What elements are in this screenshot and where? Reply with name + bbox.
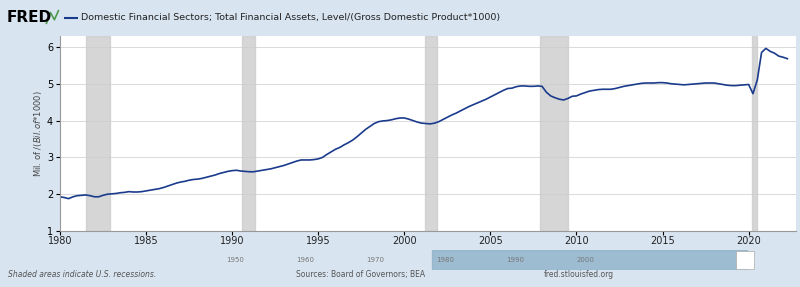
Text: 1950: 1950 [226,257,244,263]
Text: 1990: 1990 [506,257,525,263]
Text: 2020: 2020 [736,236,761,246]
Text: 2005: 2005 [478,236,502,246]
Text: 1980: 1980 [437,257,454,263]
Text: 2015: 2015 [650,236,675,246]
Text: 1970: 1970 [366,257,385,263]
Bar [752,36,758,231]
Text: fred.stlouisfed.org: fred.stlouisfed.org [544,269,614,279]
Text: Domestic Financial Sectors; Total Financial Assets, Level/(Gross Domestic Produc: Domestic Financial Sectors; Total Financ… [81,13,500,22]
Bar [431,250,747,270]
Text: 1990: 1990 [220,236,245,246]
Text: 2010: 2010 [564,236,589,246]
Bar [540,36,568,231]
Text: 1995: 1995 [306,236,330,246]
Text: 2000: 2000 [577,257,594,263]
Text: 1980: 1980 [48,236,72,246]
Bar [737,251,754,269]
Y-axis label: Mil. of $/(Bil. of $*1000): Mil. of $/(Bil. of $*1000) [32,90,44,177]
Bar [425,36,437,231]
Text: 2000: 2000 [392,236,417,246]
Bar [242,36,254,231]
Text: Sources: Board of Governors; BEA: Sources: Board of Governors; BEA [296,269,425,279]
Bar [86,36,110,231]
Text: FRED: FRED [6,10,51,26]
Text: Shaded areas indicate U.S. recessions.: Shaded areas indicate U.S. recessions. [8,269,156,279]
Text: 1960: 1960 [296,257,314,263]
Text: 1985: 1985 [134,236,158,246]
